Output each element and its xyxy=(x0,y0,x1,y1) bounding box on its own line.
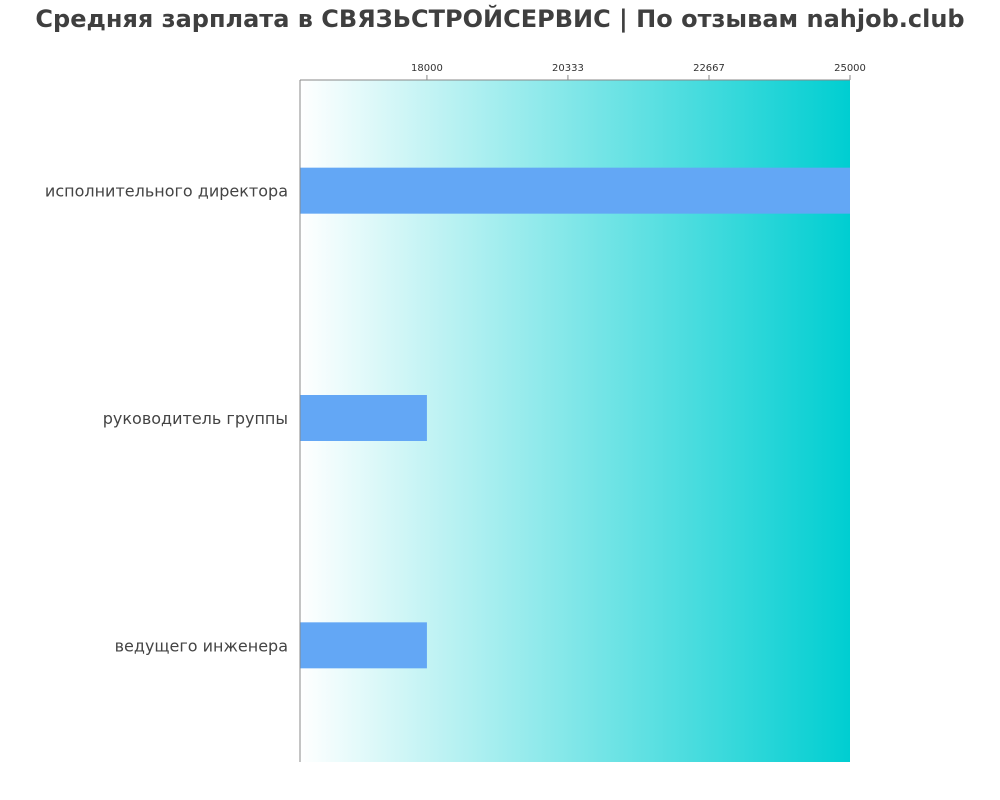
chart-title: Средняя зарплата в СВЯЗЬСТРОЙСЕРВИС | По… xyxy=(35,4,964,33)
category-label-2: ведущего инженера xyxy=(115,636,288,655)
bar-2 xyxy=(300,622,427,669)
bar-1 xyxy=(300,395,427,441)
tick-label-2: 22667 xyxy=(693,63,725,74)
tick-label-3: 25000 xyxy=(834,63,866,74)
tick-label-0: 18000 xyxy=(411,63,443,74)
category-label-0: исполнительного директора xyxy=(45,182,288,201)
bar-0 xyxy=(300,167,850,214)
x-axis-ticks: 18000 20333 22667 25000 xyxy=(411,63,866,80)
category-label-1: руководитель группы xyxy=(103,409,288,428)
bars-group xyxy=(300,167,850,669)
category-labels: исполнительного директора руководитель гр… xyxy=(45,182,288,656)
tick-label-1: 20333 xyxy=(552,63,584,74)
